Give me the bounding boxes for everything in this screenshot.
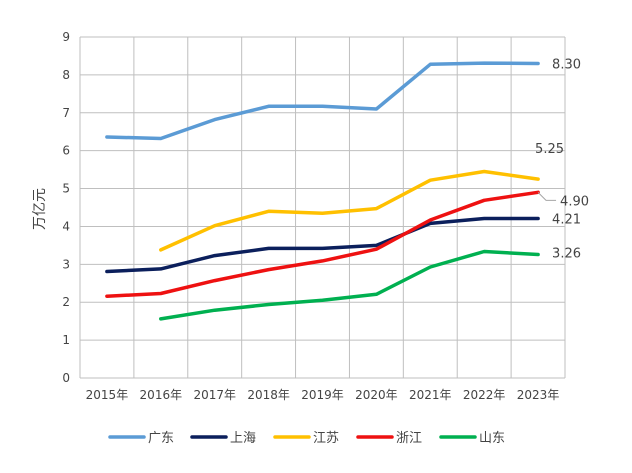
y-tick-label: 3	[62, 257, 70, 271]
data-point	[159, 292, 163, 296]
legend-item: 山东	[439, 431, 505, 446]
data-point	[213, 279, 217, 283]
data-point	[321, 246, 325, 250]
series-line	[105, 61, 540, 141]
data-point	[213, 254, 217, 258]
legend-item: 浙江	[356, 431, 422, 446]
y-tick-label: 4	[62, 219, 70, 233]
data-label: 4.21	[552, 212, 581, 227]
data-point	[321, 104, 325, 108]
grid	[79, 36, 566, 379]
series-1	[105, 216, 540, 274]
legend-label: 上海	[230, 431, 256, 446]
y-tick-label: 9	[62, 30, 70, 44]
data-label: 8.30	[552, 58, 581, 73]
legend-label: 江苏	[313, 430, 339, 446]
y-axis-ticks: 0 1 2 3 4 5 6 7 8 9	[62, 30, 70, 385]
series-line	[105, 190, 540, 298]
series-line	[159, 249, 540, 321]
data-point	[374, 292, 378, 296]
x-tick-label: 2019年	[301, 388, 344, 402]
legend-label: 浙江	[396, 431, 422, 446]
x-tick-label: 2017年	[193, 388, 236, 402]
series-line	[105, 216, 540, 274]
data-point	[213, 118, 217, 122]
x-tick-label: 2015年	[86, 388, 129, 402]
data-point	[536, 216, 540, 220]
series-3	[105, 190, 540, 298]
data-point	[159, 137, 163, 141]
x-axis-ticks: 2015年 2016年 2017年 2018年 2019年 2020年 2021年 2022年…	[86, 388, 560, 402]
data-point	[213, 308, 217, 312]
legend-item: 上海	[190, 431, 256, 446]
data-point	[428, 265, 432, 269]
x-tick-label: 2018年	[247, 388, 290, 402]
data-point	[428, 62, 432, 66]
data-point	[482, 216, 486, 220]
data-point	[482, 61, 486, 65]
data-point	[428, 218, 432, 222]
series-0	[105, 61, 540, 141]
data-point	[159, 248, 163, 252]
series-2	[159, 169, 540, 252]
x-tick-label: 2016年	[140, 388, 183, 402]
y-tick-label: 7	[62, 106, 70, 120]
data-point	[105, 294, 109, 298]
series-line	[159, 169, 540, 252]
legend-item: 江苏	[273, 430, 339, 446]
legend-label: 山东	[479, 431, 505, 446]
data-point	[267, 209, 271, 213]
y-tick-label: 2	[62, 295, 70, 309]
data-point	[482, 249, 486, 253]
data-point	[105, 270, 109, 274]
data-point	[159, 317, 163, 321]
y-axis-title: 万亿元	[32, 188, 48, 230]
data-point	[159, 267, 163, 271]
data-point	[374, 107, 378, 111]
data-point	[428, 178, 432, 182]
data-point	[536, 62, 540, 66]
data-point	[321, 211, 325, 215]
data-label-leader	[537, 191, 557, 201]
legend-label: 广东	[148, 431, 174, 446]
x-tick-label: 2020年	[355, 388, 398, 402]
series-4	[159, 249, 540, 321]
y-tick-label: 5	[62, 182, 70, 196]
y-tick-label: 6	[62, 144, 70, 158]
data-label: 4.90	[560, 194, 589, 209]
data-point	[482, 198, 486, 202]
y-tick-label: 0	[62, 371, 70, 385]
series-lines	[105, 61, 540, 321]
x-tick-label: 2023年	[517, 388, 560, 402]
data-point	[374, 247, 378, 251]
data-point	[536, 177, 540, 181]
data-point	[213, 224, 217, 228]
data-point	[374, 207, 378, 211]
data-label: 3.26	[552, 246, 581, 261]
legend-item: 广东	[108, 431, 174, 446]
y-tick-label: 8	[62, 68, 70, 82]
data-point	[267, 302, 271, 306]
data-point	[267, 104, 271, 108]
data-point	[321, 259, 325, 263]
data-labels: 8.30 5.25 4.90 4.21 3.26	[535, 58, 589, 262]
x-tick-label: 2022年	[463, 388, 506, 402]
y-tick-label: 1	[62, 333, 70, 347]
data-point	[267, 268, 271, 272]
data-point	[321, 298, 325, 302]
data-point	[482, 170, 486, 174]
data-point	[105, 135, 109, 139]
x-tick-label: 2021年	[409, 388, 452, 402]
data-label: 5.25	[535, 142, 564, 157]
legend: 广东 上海 江苏 浙江 山东	[108, 430, 505, 446]
data-point	[267, 246, 271, 250]
data-point	[536, 252, 540, 256]
